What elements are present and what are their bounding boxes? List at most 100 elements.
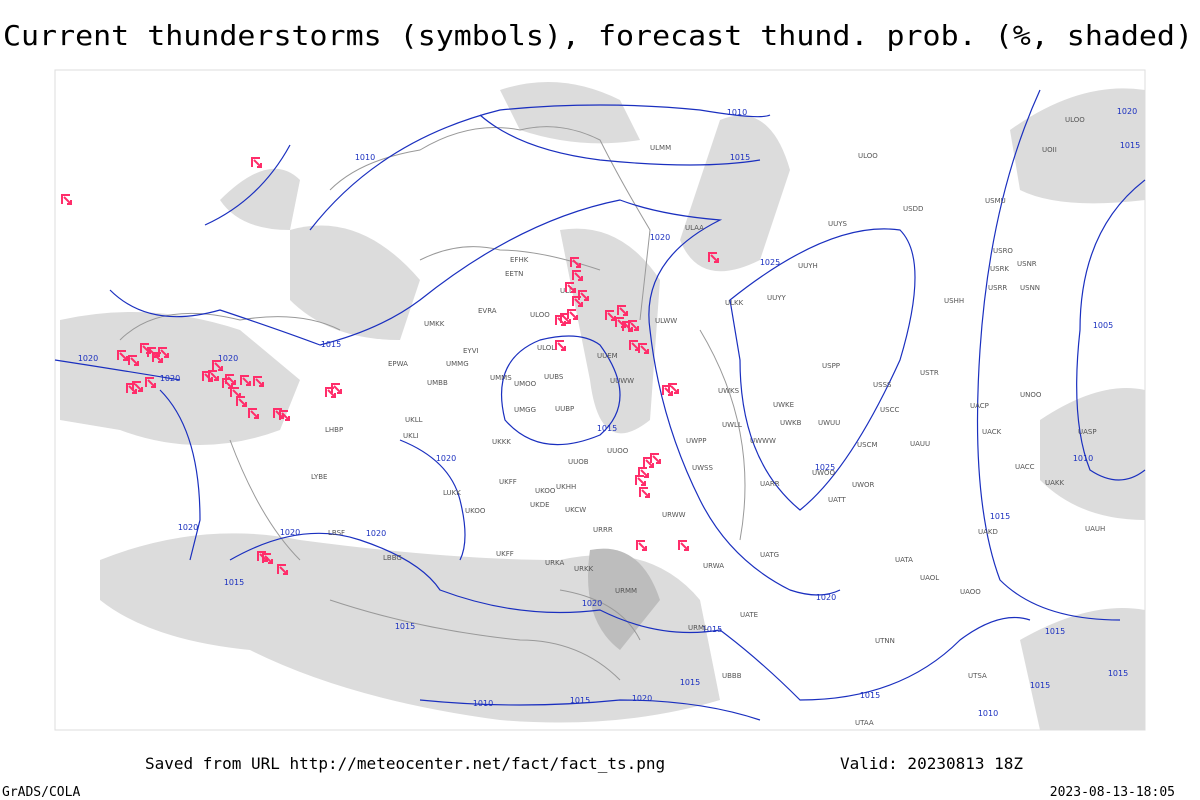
isobar-label: 1020 [218,354,238,363]
shade [560,228,660,434]
station-label: ULMM [650,144,671,152]
probability-shading [60,82,1145,730]
station-label: UATG [760,551,779,559]
isobar-label: 1020 [1117,107,1137,116]
thunderstorm-symbol [145,377,156,388]
station-label: UTAA [855,719,874,727]
station-label: USRR [988,284,1007,292]
station-label: URWW [662,511,686,519]
station-label: UACP [970,402,989,410]
station-label: UAUH [1085,525,1105,533]
thunderstorm-symbol [117,350,128,361]
thunderstorm-symbol [208,370,219,381]
thunderstorm-symbol [638,343,649,354]
station-label: UOII [1042,146,1057,154]
thunderstorm-symbols [61,157,719,575]
station-label: UBBB [722,672,742,680]
footer-source: Saved from URL http://meteocenter.net/fa… [145,754,665,773]
isobar [109,199,841,596]
station-label: USRK [990,265,1009,273]
thunderstorm-symbol [639,487,650,498]
isobar [54,359,1031,701]
station-label: UAKD [978,528,998,536]
thunderstorm-symbol [643,457,654,468]
station-label: UUOB [568,458,589,466]
thunderstorm-symbol [628,320,639,331]
station-label: UATA [895,556,913,564]
station-label: UMKK [424,320,445,328]
shade [290,225,420,340]
shade [1020,608,1145,730]
isobar-label: 1015 [570,696,590,705]
station-label: USCM [857,441,878,449]
station-label: UMMS [490,374,512,382]
station-label: USNN [1020,284,1040,292]
thunderstorm-symbol [650,453,661,464]
station-label: UUOO [607,447,629,455]
shade [500,82,640,144]
isobar-label: 1020 [178,523,198,532]
thunderstorm-symbol [277,564,288,575]
station-label: ULLI [560,287,575,295]
thunderstorm-symbol [565,282,576,293]
isobar-label: 1015 [990,512,1010,521]
isobar-label: 1015 [395,622,415,631]
station-label: UKOO [535,487,556,495]
station-labels: ULMM ULOO UOII ULOO UUYS USDD USMU ULAA UUYH USRO… [311,116,1105,727]
isobar-label: 1020 [160,374,180,383]
station-label: UWOO [812,469,836,477]
thunderstorm-symbol [240,375,251,386]
isobar-label: 1010 [727,108,747,117]
station-label: UWOR [852,481,875,489]
isobar-label: 1015 [1108,669,1128,678]
station-label: ULAA [685,224,704,232]
station-label: ULWW [655,317,677,325]
shade [100,533,720,723]
thunderstorm-symbol [678,540,689,551]
thunderstorm-symbol [331,383,342,394]
station-label: UKLL [405,416,423,424]
coastlines [119,126,746,681]
shade-dark [588,548,660,650]
station-label: UKFF [496,550,514,558]
isobar-label: 1015 [730,153,750,162]
thunderstorm-symbol [560,313,571,324]
station-label: EFHK [510,256,529,264]
map-area: 1010 1010 1015 1020 1015 1020 1025 1005 1015 1020… [54,69,1146,731]
shade [1040,388,1145,520]
thunderstorm-symbol [212,360,223,371]
station-label: UKKK [492,438,511,446]
station-label: UMGG [514,406,536,414]
isobar-label: 1010 [978,709,998,718]
isobar-label: 1015 [224,578,244,587]
thunderstorm-symbol [567,309,578,320]
station-label: URML [688,624,708,632]
station-label: URMM [615,587,637,595]
isobar-label: 1015 [321,340,341,349]
station-label: EVRA [478,307,497,315]
thunderstorm-symbol [708,252,719,263]
isobar-label: 1020 [816,593,836,602]
station-label: UWWW [750,437,776,445]
station-label: UKOO [465,507,486,515]
thunderstorm-symbol [668,383,679,394]
station-label: UTSA [968,672,987,680]
station-label: UAKK [1045,479,1065,487]
isobar [1076,179,1146,481]
isobar-label: 1020 [582,599,602,608]
station-label: UKCW [565,506,586,514]
isobar-label: 1015 [597,424,617,433]
station-label: UMOO [514,380,537,388]
station-label: EYVI [463,347,479,355]
isobar-label: 1015 [860,691,880,700]
title: Current thunderstorms (symbols), forecas… [3,19,1193,52]
station-label: UACC [1015,463,1035,471]
station-label: LHBP [325,426,343,434]
thunderstorm-symbol [128,355,139,366]
station-label: LYBE [311,473,327,481]
isobar-label: 1020 [650,233,670,242]
station-label: UACK [982,428,1002,436]
thunderstorm-symbol [279,410,290,421]
isobar-label: 1025 [760,258,780,267]
